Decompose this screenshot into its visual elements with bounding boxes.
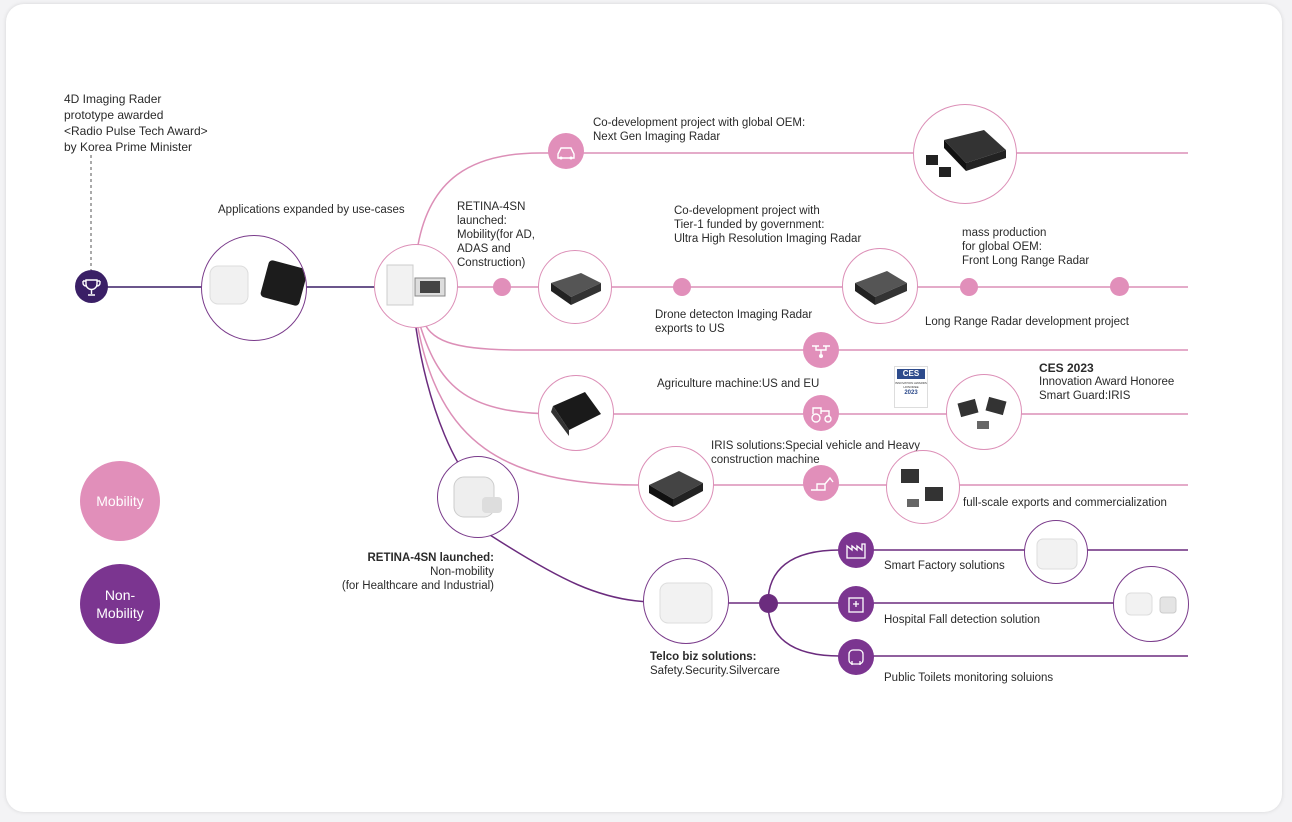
branch-oem bbox=[417, 152, 1188, 246]
branch-telco bbox=[489, 534, 651, 603]
agri-sensor-image bbox=[538, 375, 614, 451]
legend-non-l2: Mobility bbox=[96, 605, 144, 621]
car-icon bbox=[548, 133, 584, 169]
retina-non-text: RETINA-4SN launched: Non-mobility (for H… bbox=[316, 551, 494, 593]
retina-mobility-l5: Construction) bbox=[457, 257, 526, 269]
branch-factory bbox=[767, 549, 1188, 604]
ces-badge-logo: CES bbox=[897, 369, 925, 379]
branch-toilets bbox=[767, 602, 1188, 657]
codev-tier1-l2: Tier-1 funded by government: bbox=[674, 219, 825, 231]
agri-label: Agriculture machine:US and EU bbox=[657, 378, 820, 390]
mass-prod-l2: for global OEM: bbox=[962, 241, 1042, 253]
trophy-icon bbox=[75, 270, 108, 303]
factory-device-image bbox=[1024, 520, 1088, 584]
retina-mobility-image bbox=[374, 244, 458, 328]
retina-non-l1: RETINA-4SN launched: bbox=[367, 552, 494, 564]
long-range-label: Long Range Radar development project bbox=[925, 316, 1129, 328]
ces-title: CES 2023 bbox=[1039, 361, 1094, 375]
ces-l1: Innovation Award Honoree bbox=[1039, 376, 1175, 388]
retina-mobility-l4: ADAS and bbox=[457, 243, 511, 255]
milestone-dot-1 bbox=[493, 278, 511, 296]
legend-mobility: Mobility bbox=[80, 461, 160, 541]
award-line-1: 4D Imaging Rader bbox=[64, 92, 162, 106]
toilet-icon bbox=[838, 639, 874, 675]
mass-prod-l3: Front Long Range Radar bbox=[962, 255, 1090, 267]
factory-icon bbox=[838, 532, 874, 568]
retina-non-image bbox=[437, 456, 519, 538]
codev-oem-l2: Next Gen Imaging Radar bbox=[593, 131, 721, 143]
retina-mobility-text: RETINA-4SN launched: Mobility(for AD, AD… bbox=[457, 200, 535, 270]
award-line-4: by Korea Prime Minister bbox=[64, 140, 193, 154]
retina-non-l2: Non-mobility bbox=[430, 566, 494, 578]
retina-non-l3: (for Healthcare and Industrial) bbox=[341, 580, 494, 592]
codev-tier1-l1: Co-development project with bbox=[674, 205, 820, 217]
milestone-dot-3 bbox=[960, 278, 978, 296]
applications-image bbox=[201, 235, 307, 341]
drone-l2: exports to US bbox=[655, 323, 725, 335]
exports-sensor-image bbox=[886, 450, 960, 524]
drone-icon bbox=[803, 332, 839, 368]
award-line-2: prototype awarded bbox=[64, 108, 164, 122]
hospital-icon bbox=[838, 586, 874, 622]
award-text: 4D Imaging Rader prototype awarded <Radi… bbox=[64, 91, 208, 155]
drone-l1: Drone detecton Imaging Radar bbox=[655, 309, 813, 321]
exports-label: full-scale exports and commercialization bbox=[963, 497, 1167, 509]
retina-mobility-l1: RETINA-4SN bbox=[457, 201, 526, 213]
branch-non-mobility bbox=[415, 327, 471, 481]
mass-production-text: mass production for global OEM: Front Lo… bbox=[962, 226, 1089, 268]
radar-sensor-image-2 bbox=[842, 248, 918, 324]
codev-tier1-l3: Ultra High Resolution Imaging Radar bbox=[674, 233, 862, 245]
iris-l2: construction machine bbox=[711, 454, 820, 466]
codev-tier1-text: Co-development project with Tier-1 funde… bbox=[674, 204, 861, 246]
heavy-sensor-image bbox=[638, 446, 714, 522]
radar-sensor-image-1 bbox=[538, 250, 612, 324]
legend-non-mobility: Non- Mobility bbox=[80, 564, 160, 644]
codev-oem-l1: Co-development project with global OEM: bbox=[593, 117, 806, 129]
telco-junction-dot bbox=[759, 594, 778, 613]
mass-prod-l1: mass production bbox=[962, 227, 1047, 239]
tractor-icon bbox=[803, 395, 839, 431]
ces-badge-l3: HONOREE bbox=[903, 385, 919, 389]
ces-text: CES 2023 Innovation Award Honoree Smart … bbox=[1039, 361, 1174, 403]
imaging-radar-image bbox=[913, 104, 1017, 204]
legend-non-l1: Non- bbox=[104, 587, 136, 603]
telco-l1: Telco biz solutions: bbox=[650, 651, 757, 663]
iris-l1: IRIS solutions:Special vehicle and Heavy bbox=[711, 440, 921, 452]
iris-sensor-image bbox=[946, 374, 1022, 450]
telco-l2: Safety.Security.Silvercare bbox=[650, 665, 780, 677]
legend-mobility-label: Mobility bbox=[96, 493, 144, 509]
ces-badge-l2: INNOVATION AWARDS bbox=[895, 381, 927, 385]
toilets-label: Public Toilets monitoring soluions bbox=[884, 672, 1054, 684]
retina-mobility-l3: Mobility(for AD, bbox=[457, 229, 535, 241]
retina-mobility-l2: launched: bbox=[457, 215, 507, 227]
telco-text: Telco biz solutions: Safety.Security.Sil… bbox=[650, 650, 780, 678]
milestone-dot-2 bbox=[673, 278, 691, 296]
codev-oem-text: Co-development project with global OEM: … bbox=[593, 116, 805, 144]
branch-iris bbox=[417, 327, 1188, 486]
ces-badge-year: 2023 bbox=[904, 390, 918, 396]
hospital-device-image bbox=[1113, 566, 1189, 642]
excavator-icon bbox=[803, 465, 839, 501]
drone-text: Drone detecton Imaging Radar exports to … bbox=[655, 308, 812, 336]
milestone-dot-4 bbox=[1110, 277, 1129, 296]
ces-badge: CES INNOVATION AWARDS HONOREE 2023 bbox=[894, 366, 928, 408]
telco-image bbox=[643, 558, 729, 644]
iris-text: IRIS solutions:Special vehicle and Heavy… bbox=[711, 439, 920, 467]
ces-l2: Smart Guard:IRIS bbox=[1039, 390, 1131, 402]
hospital-label: Hospital Fall detection solution bbox=[884, 614, 1040, 626]
smart-factory-label: Smart Factory solutions bbox=[884, 560, 1005, 572]
award-line-3: <Radio Pulse Tech Award> bbox=[64, 124, 208, 138]
diagram-card bbox=[6, 4, 1282, 812]
applications-label: Applications expanded by use-cases bbox=[218, 204, 405, 216]
